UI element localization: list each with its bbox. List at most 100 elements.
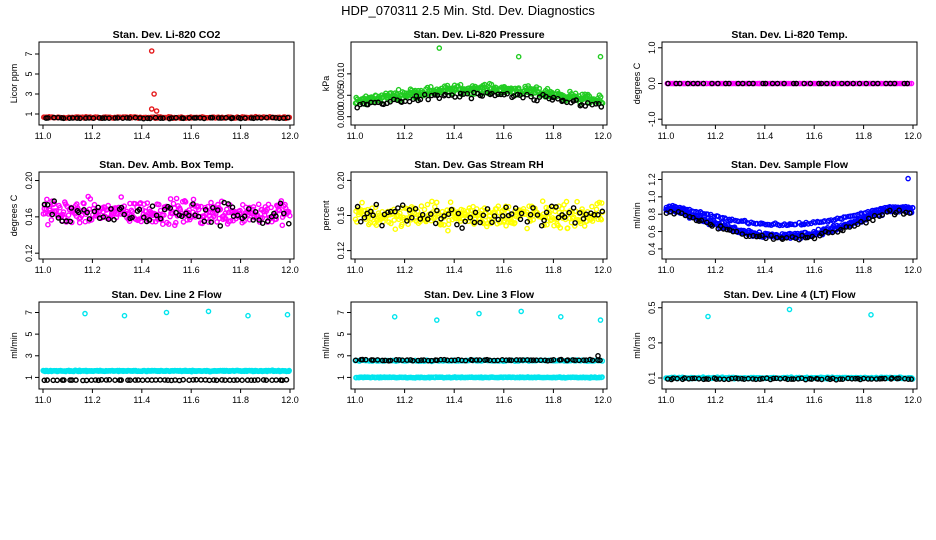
data-point [432, 220, 439, 227]
data-point [210, 377, 217, 383]
data-point [506, 357, 513, 363]
data-point [527, 211, 534, 218]
y-tick-label: 7 [24, 310, 34, 315]
data-point [180, 115, 187, 122]
data-point [750, 376, 756, 382]
data-point [424, 216, 431, 222]
data-point [215, 115, 222, 121]
data-point [570, 98, 577, 104]
data-point [441, 356, 448, 363]
data-point [208, 199, 214, 206]
data-point [501, 217, 508, 224]
data-point [87, 196, 94, 202]
data-point [544, 85, 551, 92]
data-point [357, 218, 364, 225]
data-point [234, 377, 240, 383]
data-point [421, 206, 428, 213]
data-point [839, 80, 845, 87]
data-point [704, 211, 711, 217]
data-point [503, 204, 509, 211]
data-point [879, 212, 886, 218]
data-point [112, 377, 118, 384]
data-point [877, 375, 883, 382]
data-point [782, 375, 789, 382]
data-point [285, 220, 292, 227]
data-point [374, 357, 381, 363]
data-point [811, 235, 818, 242]
data-point [473, 357, 480, 363]
figure-title: HDP_070311 2.5 Min. Std. Dev. Diagnostic… [341, 3, 595, 18]
data-point [286, 212, 293, 219]
data-point [161, 206, 168, 213]
x-tick-label: 11.8 [232, 265, 249, 275]
x-tick-label: 11.8 [545, 131, 562, 141]
x-tick-label: 11.2 [707, 131, 724, 141]
x-tick-label: 11.0 [658, 131, 675, 141]
data-point [599, 208, 606, 215]
data-point [495, 203, 502, 209]
data-point [106, 115, 112, 121]
data-point [909, 204, 916, 211]
data-point [462, 357, 469, 364]
data-point [432, 92, 438, 98]
data-point [805, 221, 812, 227]
data-point [283, 376, 290, 383]
data-point [180, 376, 186, 383]
data-point [457, 90, 464, 97]
x-tick-label: 11.6 [495, 131, 512, 141]
data-point [167, 205, 173, 211]
data-point [103, 377, 110, 383]
x-tick-label: 11.2 [707, 265, 724, 275]
data-point [73, 377, 79, 383]
x-tick-label: 11.6 [183, 131, 200, 141]
data-point [808, 376, 815, 382]
x-tick-label: 11.4 [133, 265, 150, 275]
data-point [45, 221, 51, 228]
x-tick-label: 11.2 [396, 131, 413, 141]
data-point [410, 357, 416, 364]
x-tick-label: 12.0 [594, 395, 612, 405]
x-tick-label: 11.6 [806, 131, 823, 141]
data-point [856, 80, 863, 87]
data-point [703, 219, 710, 226]
y-axis-label: ml/min [632, 202, 642, 229]
data-point [273, 115, 279, 121]
data-point [105, 216, 112, 222]
data-point [599, 374, 605, 380]
data-point [234, 212, 241, 219]
y-axis-label: degrees C [9, 194, 19, 236]
data-point [517, 216, 524, 223]
data-point [361, 214, 368, 221]
data-point [149, 203, 156, 209]
data-point [204, 115, 211, 121]
y-tick-label: 1.0 [647, 42, 657, 55]
data-point [65, 212, 72, 218]
data-point [583, 211, 590, 218]
data-point [733, 228, 740, 235]
panel-title: Stan. Dev. Li-820 Pressure [413, 29, 544, 41]
series-black [354, 201, 606, 231]
data-point [157, 215, 164, 222]
y-axis-label: ml/min [632, 332, 642, 359]
outlier-point [905, 175, 911, 182]
data-point [417, 96, 424, 103]
x-tick-label: 11.8 [855, 395, 872, 405]
outlier-point [153, 108, 160, 114]
y-tick-label: 0.4 [647, 243, 657, 256]
data-point [438, 221, 445, 227]
data-point [887, 207, 893, 214]
data-point [429, 198, 435, 205]
data-point [900, 204, 906, 210]
data-point [484, 206, 491, 212]
y-tick-label: 0.0 [647, 77, 657, 90]
data-point [242, 115, 248, 121]
panel-4: Stan. Dev. Amb. Box Temp. 11.0 11.2 11.4 11.… [9, 159, 299, 275]
data-point [541, 222, 548, 229]
data-point [60, 209, 67, 215]
data-point [896, 207, 903, 213]
data-point [157, 115, 164, 121]
data-point [760, 220, 766, 227]
data-point [367, 208, 374, 215]
data-point [441, 213, 447, 219]
